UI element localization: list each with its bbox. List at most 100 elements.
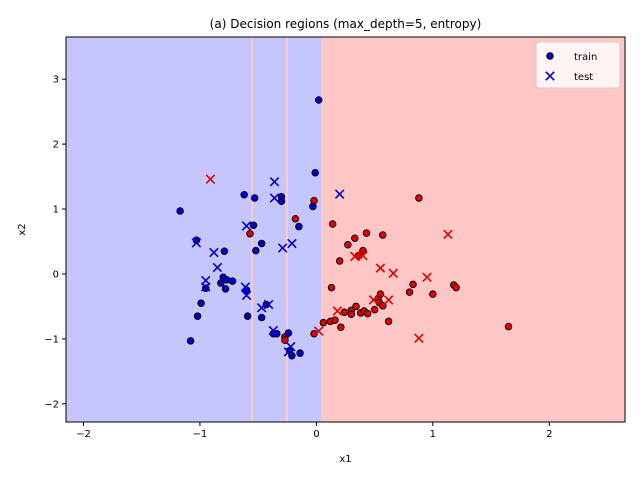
train-point-13	[243, 312, 252, 320]
test-point-25	[383, 295, 394, 305]
test-point-28	[422, 272, 432, 282]
train-point-47	[344, 241, 352, 249]
train-point-62	[379, 231, 387, 239]
legend-label-test: test	[574, 72, 593, 83]
train-point-16	[250, 194, 259, 202]
train-point-9	[221, 285, 230, 293]
train-point-2	[193, 312, 202, 320]
train-point-36	[311, 168, 319, 177]
train-point-5	[186, 337, 195, 345]
legend-entry-test: test	[545, 71, 593, 83]
legend-box	[535, 41, 621, 89]
chart-title: (a) Decision regions (max_depth=5, entro…	[210, 17, 482, 31]
train-point-3	[197, 299, 205, 307]
test-point-13	[269, 193, 280, 203]
plot-frame	[65, 36, 626, 423]
test-point-14	[277, 243, 288, 253]
decision-region-5	[321, 37, 625, 422]
x-axis-label: x1	[339, 454, 351, 465]
test-point-29	[443, 229, 453, 240]
train-point-67	[415, 194, 423, 202]
train-point-0	[176, 207, 184, 215]
train-point-11	[228, 277, 237, 285]
train-point-20	[257, 313, 266, 322]
train-point-45	[337, 323, 345, 331]
train-point-19	[257, 239, 266, 248]
train-point-70	[452, 283, 460, 292]
train-point-56	[362, 229, 371, 237]
x-tick-label-0: −2	[76, 429, 91, 440]
test-point-16	[285, 341, 296, 352]
decision-region-3	[286, 37, 288, 422]
train-point-37	[314, 96, 323, 104]
y-tick-label-2: 0	[53, 269, 59, 280]
test-point-9	[256, 302, 267, 313]
train-point-35	[310, 196, 318, 205]
test-point-15	[287, 238, 297, 249]
y-tick-label-1: −1	[44, 334, 59, 345]
test-point-11	[268, 325, 279, 336]
data-points	[176, 96, 513, 360]
train-point-58	[370, 305, 379, 314]
train-point-15	[240, 191, 248, 199]
train-point-41	[328, 220, 337, 228]
train-point-54	[359, 246, 367, 255]
train-point-8	[220, 247, 229, 255]
y-axis: −2 −1 0 1 2 3	[44, 75, 66, 410]
train-point-49	[347, 310, 356, 318]
train-point-18	[249, 221, 258, 230]
x-tick-label-4: 2	[546, 429, 552, 440]
decision-regions	[66, 37, 625, 422]
test-point-0	[205, 174, 216, 184]
test-point-19	[313, 326, 324, 336]
x-tick-label-3: 1	[430, 429, 436, 440]
test-point-1	[191, 238, 202, 248]
test-point-6	[241, 221, 252, 231]
x-axis: −2 −1 0 1 2	[76, 422, 552, 440]
y-tick-label-3: 1	[53, 205, 59, 216]
test-point-27	[414, 333, 424, 344]
legend-marker-test	[545, 71, 555, 81]
y-tick-label-4: 2	[53, 140, 59, 151]
test-point-17	[283, 347, 294, 357]
train-point-14	[246, 229, 254, 238]
legend-label-train: train	[574, 52, 597, 63]
decision-region-1	[251, 37, 253, 422]
legend: train test	[535, 41, 621, 89]
test-point-26	[388, 268, 399, 279]
train-point-31	[291, 215, 300, 223]
train-point-64	[384, 317, 393, 326]
train-point-39	[319, 318, 328, 327]
train-point-51	[352, 302, 360, 311]
test-point-22	[358, 251, 368, 261]
legend-entry-train: train	[546, 52, 597, 63]
train-point-57	[363, 309, 372, 318]
train-point-42	[327, 283, 336, 292]
train-point-44	[335, 257, 344, 265]
test-point-21	[350, 251, 360, 262]
train-point-25	[277, 197, 286, 206]
test-point-7	[240, 282, 251, 292]
train-point-50	[351, 234, 359, 243]
test-point-12	[269, 177, 280, 187]
train-point-68	[429, 290, 437, 298]
train-point-32	[295, 222, 303, 231]
train-point-27	[281, 336, 289, 344]
decision-region-4	[287, 37, 322, 422]
test-point-20	[332, 306, 343, 316]
test-point-8	[241, 290, 252, 301]
train-point-28	[284, 329, 293, 337]
test-point-10	[263, 299, 274, 310]
y-axis-label: x2	[17, 223, 28, 235]
test-point-3	[200, 282, 211, 292]
test-point-24	[375, 263, 386, 273]
decision-region-0	[66, 37, 252, 422]
train-point-4	[201, 284, 210, 293]
train-point-17	[252, 246, 260, 255]
train-point-61	[376, 290, 385, 298]
test-point-5	[212, 262, 223, 273]
x-tick-label-1: −1	[193, 429, 208, 440]
y-tick-label-0: −2	[44, 399, 59, 410]
train-point-43	[331, 316, 339, 324]
